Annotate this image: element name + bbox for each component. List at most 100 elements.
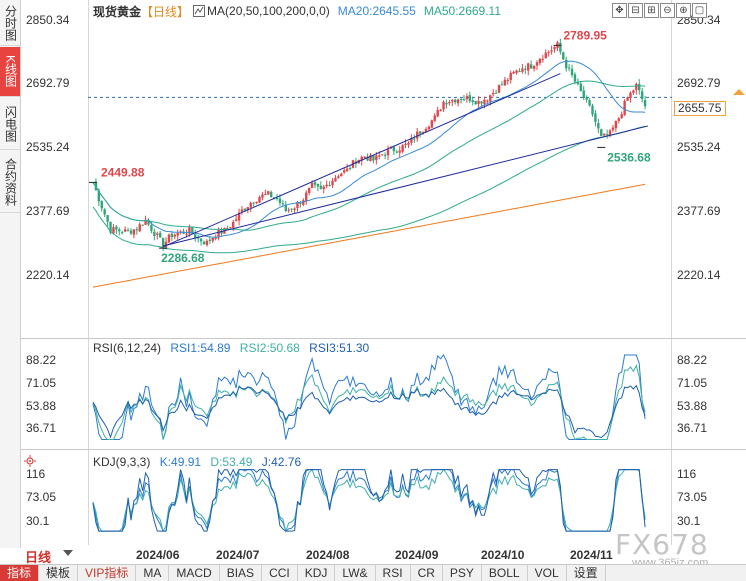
candle-body [153,231,156,237]
candle-body [582,90,585,99]
indicator-tab-psy[interactable]: PSY [443,565,482,581]
side-tab-flash[interactable]: 闪电图 [0,98,20,150]
indicator-tab-1[interactable]: 模板 [39,565,79,581]
indicator-tab-lw[interactable]: LW& [335,565,376,581]
y-tick-label: 2377.69 [677,204,721,218]
candle-body [287,209,290,211]
candle-body [398,150,401,153]
candle-body [129,230,133,234]
candle-body [97,190,101,202]
kdj-pane-frame [88,450,672,545]
candle-body [462,99,466,101]
main-pane-frame [88,0,672,338]
candle-body [372,155,375,161]
indicator-tab-rsi[interactable]: RSI [376,565,411,581]
period-selector[interactable]: 日线 [25,550,52,565]
price-annotation: 2789.95 [563,28,607,42]
kdj-settings-icon[interactable] [24,455,36,467]
candle-body [468,95,472,102]
candle-body [267,191,270,195]
indicator-tab-boll[interactable]: BOLL [482,565,528,581]
zoom-out-icon[interactable]: ⊖ [660,3,675,18]
side-tab-contract[interactable]: 合约资料 [0,151,20,213]
ma-settings-icon[interactable] [193,5,206,17]
indicator-tab-ma[interactable]: MA [136,565,170,581]
y-tick-label: 2220.14 [677,268,721,282]
indicator-tab-bias[interactable]: BIAS [220,565,263,581]
candle-body [559,42,562,52]
side-tab-kline[interactable]: K线图 [0,47,20,97]
candle-body [331,180,334,186]
ma50-value: MA50:2669.11 [423,4,502,18]
candle-body [264,194,267,196]
candle-body [427,126,431,130]
cross-arrows-icon[interactable]: ✥ [612,3,627,18]
collapse-icon[interactable]: ⊟ [628,3,643,18]
candle-body [445,102,448,105]
x-tick-label: 2024/08 [306,548,350,562]
x-tick-label: 2024/10 [481,548,525,562]
zoom-in-icon[interactable]: ⊕ [676,3,691,18]
chevron-down-icon[interactable] [63,550,73,556]
rsi-pane-frame [88,339,672,449]
candle-body [278,198,282,203]
rsi-chart[interactable] [88,339,672,449]
candle-body [158,232,162,238]
candle-body [293,208,296,210]
side-tab-timeshare[interactable]: 分时图 [0,0,20,46]
main-legend: 现货黄金 【日线】 MA(20,50,100,200,0,0) MA20:264… [93,3,509,19]
candle-body [281,203,285,205]
indicator-tab-kdj[interactable]: KDJ [298,565,336,581]
side-tab-label: 合约资料 [3,157,18,206]
y-tick-label: 2692.79 [677,76,721,90]
side-tab-label: K线图 [3,55,18,88]
candle-body [328,184,331,186]
candle-body [600,129,603,136]
candle-body [217,229,220,238]
indicator-tab-14[interactable]: 设置 [567,565,606,581]
candle-body [375,155,378,161]
indicator-tab-macd[interactable]: MACD [169,565,220,581]
candle-body [430,120,434,128]
candle-body [302,200,305,205]
y-tick-label: 53.88 [26,399,57,413]
main-price-chart[interactable]: 2449.88 2286.68 2789.95 2536.68 [88,0,672,338]
candle-body [363,156,366,159]
candle-body [337,176,340,179]
price-annotation: 2449.88 [101,165,145,179]
candlestick-series [94,38,647,252]
kdj-chart[interactable] [88,450,672,545]
candle-body [299,203,302,205]
candle-body [451,99,454,102]
last-price-label: 2655.75 [674,101,726,116]
candle-body [232,221,235,228]
candle-body [348,168,352,170]
candle-body [483,99,486,104]
candle-body [188,227,191,234]
candle-body [118,229,121,232]
candle-body [640,91,644,100]
y-tick-label: 2535.24 [677,140,721,154]
candle-body [313,182,317,185]
indicator-tab-cci[interactable]: CCI [262,565,298,581]
indicator-tab-vip[interactable]: VIP指标 [78,565,137,581]
candle-body [269,191,273,198]
kdj-j-value: J:42.76 [261,455,302,469]
candle-body [611,127,615,131]
candle-body [500,84,504,86]
candle-body [585,97,588,100]
indicator-tab-cr[interactable]: CR [411,565,443,581]
candle-body [509,73,512,80]
indicator-tab-vol[interactable]: VOL [528,565,567,581]
candle-body [284,204,287,211]
indicator-tab-0[interactable]: 指标 [0,565,40,581]
expand-icon[interactable]: ⊞ [644,3,659,18]
last-price-marker-icon [733,89,745,95]
candle-body [261,194,264,198]
chart-toolbar: ✥ ⊟ ⊞ ⊖ ⊕ ▢ [612,3,707,18]
candle-body [185,233,188,235]
candle-body [538,58,542,64]
fullscreen-icon[interactable]: ▢ [692,3,707,18]
price-annotation: 2536.68 [607,150,651,164]
candle-body [503,79,507,86]
